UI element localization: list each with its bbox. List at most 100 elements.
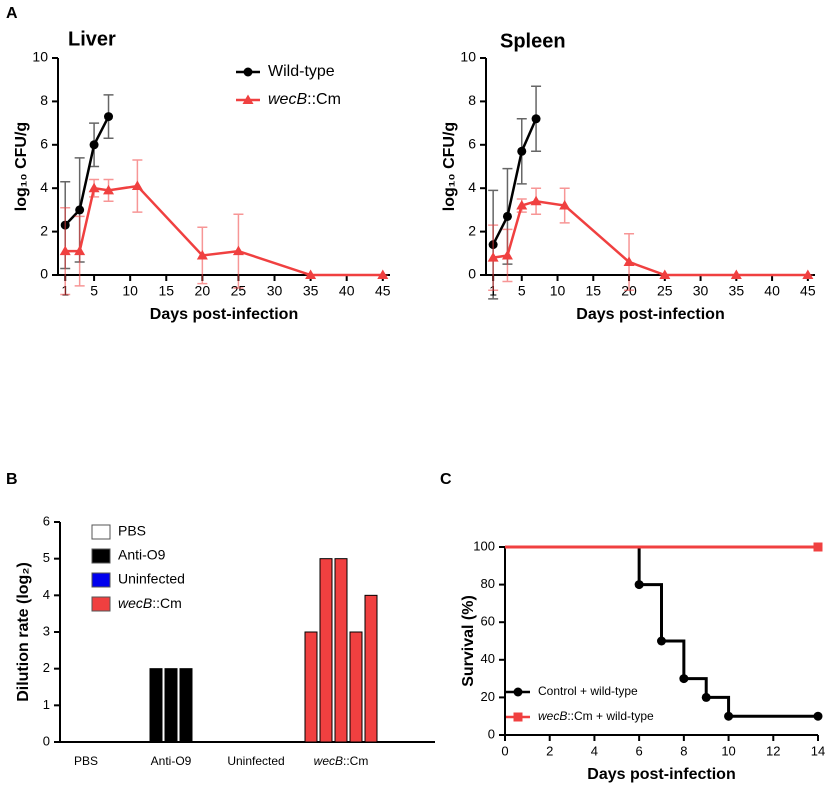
legend-label: PBS <box>118 523 146 539</box>
marker <box>813 711 823 721</box>
x-tick-label: 30 <box>267 283 283 299</box>
x-tick-label: 10 <box>550 283 566 299</box>
marker <box>634 580 644 590</box>
legend-label: Anti-O9 <box>118 547 166 563</box>
x-tick-label: 2 <box>546 743 553 758</box>
y-tick-label: 6 <box>40 136 48 152</box>
marker <box>559 200 571 210</box>
x-tick-label: 15 <box>158 283 174 299</box>
bar <box>304 631 318 743</box>
y-tick-label: 0 <box>488 726 495 741</box>
marker <box>623 256 635 266</box>
marker <box>487 252 499 262</box>
marker <box>501 249 513 260</box>
x-tick-label: 25 <box>657 283 673 299</box>
legend-swatch <box>91 548 111 564</box>
x-axis-label: Days post-infection <box>150 306 298 323</box>
legend-label: Wild-type <box>268 63 335 80</box>
marker <box>517 146 527 156</box>
y-tick-label: 10 <box>32 49 48 65</box>
marker <box>531 114 541 124</box>
y-tick-label: 4 <box>40 179 48 195</box>
legend-swatch <box>91 596 111 612</box>
x-tick-label: 45 <box>375 283 391 299</box>
y-axis-label: Survival (%) <box>460 595 477 687</box>
y-axis-label: log₁₀ CFU/g <box>13 122 30 211</box>
marker <box>657 636 666 646</box>
y-axis-label: log₁₀ CFU/g <box>441 122 458 211</box>
y-tick-label: 4 <box>468 179 476 195</box>
bar <box>334 558 348 743</box>
legend-swatch <box>91 524 111 540</box>
y-tick-label: 6 <box>43 513 50 528</box>
series-line <box>65 184 383 277</box>
y-tick-label: 0 <box>468 266 476 282</box>
marker <box>530 195 542 206</box>
x-tick-label: Uninfected <box>227 754 284 768</box>
x-tick-label: 25 <box>231 283 247 299</box>
y-tick-label: 0 <box>43 733 50 748</box>
y-axis-label: Dilution rate (log₂) <box>15 562 32 702</box>
y-tick-label: 2 <box>40 222 48 238</box>
y-tick-label: 8 <box>40 92 48 108</box>
legend-marker <box>242 94 254 104</box>
y-tick-label: 40 <box>481 651 495 666</box>
legend-marker <box>243 67 253 77</box>
marker <box>305 269 317 279</box>
panel-letter: A <box>6 5 18 22</box>
marker <box>701 692 711 702</box>
y-tick-label: 10 <box>460 49 476 65</box>
legend-label: Control + wild-type <box>538 684 638 698</box>
y-tick-label: 3 <box>43 623 50 638</box>
legend-label: wecB::Cm <box>268 91 341 108</box>
y-tick-label: 2 <box>43 660 50 675</box>
y-tick-label: 80 <box>481 576 495 591</box>
series-line <box>492 199 808 277</box>
bar <box>364 594 378 743</box>
x-tick-label: wecB::Cm <box>314 754 369 768</box>
series-line <box>492 118 538 246</box>
x-tick-label: 14 <box>811 743 825 758</box>
legend-marker <box>513 712 523 722</box>
y-tick-label: 2 <box>468 222 476 238</box>
y-tick-label: 100 <box>473 538 495 553</box>
y-tick-label: 1 <box>43 697 50 712</box>
y-tick-label: 60 <box>481 614 495 629</box>
x-tick-label: 6 <box>636 743 643 758</box>
legend-label: Uninfected <box>118 571 185 587</box>
x-axis-label: Days post-infection <box>587 766 735 783</box>
x-tick-label: Anti-O9 <box>151 754 192 768</box>
chart-title: Spleen <box>500 30 566 52</box>
legend-swatch <box>91 572 111 588</box>
x-tick-label: 35 <box>729 283 745 299</box>
marker <box>377 269 389 279</box>
x-tick-label: PBS <box>74 754 98 768</box>
x-tick-label: 40 <box>339 283 355 299</box>
marker <box>730 269 742 279</box>
marker <box>59 245 71 256</box>
marker <box>659 269 671 279</box>
x-tick-label: 10 <box>122 283 138 299</box>
x-tick-label: 15 <box>585 283 601 299</box>
marker <box>131 180 143 191</box>
x-tick-label: 30 <box>693 283 709 299</box>
marker <box>88 182 100 193</box>
marker <box>89 140 99 150</box>
series-line <box>505 545 818 718</box>
chart-title: Liver <box>68 28 116 50</box>
legend-label: wecB::Cm <box>118 595 182 611</box>
x-tick-label: 12 <box>766 743 780 758</box>
y-tick-label: 20 <box>481 689 495 704</box>
marker <box>75 205 85 215</box>
panel-letter: C <box>440 471 452 488</box>
y-tick-label: 6 <box>468 136 476 152</box>
x-tick-label: 0 <box>501 743 508 758</box>
x-tick-label: 4 <box>591 743 598 758</box>
bar <box>319 558 333 743</box>
x-tick-label: 10 <box>721 743 735 758</box>
panel-letter: B <box>6 471 18 488</box>
bar <box>349 631 363 743</box>
marker <box>502 211 512 221</box>
x-tick-label: 40 <box>764 283 780 299</box>
